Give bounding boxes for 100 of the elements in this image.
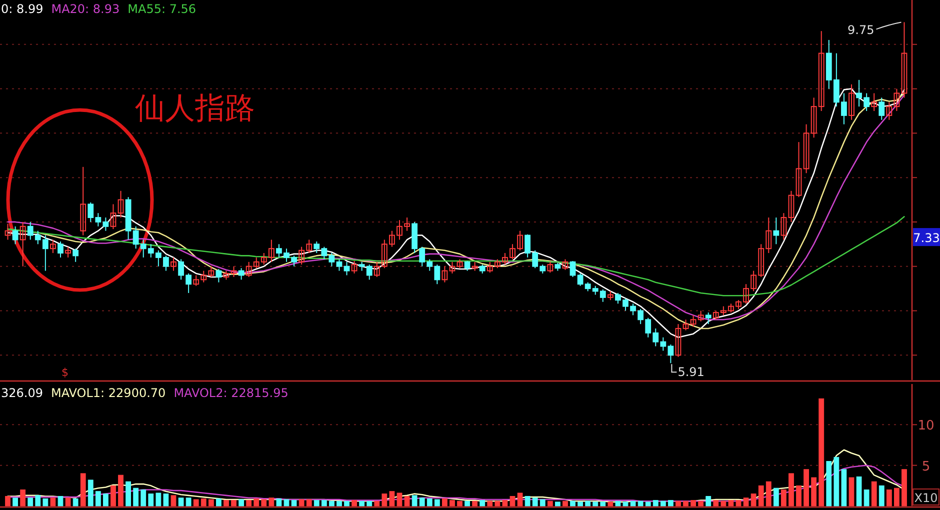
candlestick bbox=[878, 97, 885, 120]
bar bbox=[630, 500, 636, 506]
bar bbox=[886, 489, 892, 506]
candlestick bbox=[796, 142, 802, 198]
text: MA55: 7.56 bbox=[128, 2, 196, 16]
bar bbox=[570, 500, 576, 506]
bar bbox=[676, 500, 681, 506]
bar bbox=[818, 398, 824, 506]
bar bbox=[148, 494, 154, 506]
bar bbox=[359, 500, 365, 506]
bar bbox=[140, 489, 146, 506]
bar bbox=[200, 498, 206, 506]
bar bbox=[178, 498, 184, 506]
bar bbox=[660, 500, 666, 506]
candlestick bbox=[118, 190, 124, 218]
bar bbox=[517, 492, 523, 506]
bar bbox=[374, 500, 380, 506]
bar bbox=[396, 492, 402, 506]
bar bbox=[668, 500, 674, 506]
bar bbox=[246, 500, 252, 506]
bar bbox=[811, 477, 817, 506]
bar bbox=[615, 500, 621, 506]
bar bbox=[720, 500, 726, 506]
bar bbox=[419, 498, 425, 506]
annotation: 9.75 bbox=[848, 23, 874, 38]
bar bbox=[268, 498, 274, 506]
bar bbox=[638, 500, 644, 506]
bar bbox=[35, 495, 41, 506]
bar bbox=[645, 502, 651, 506]
bar bbox=[652, 500, 658, 506]
bar bbox=[743, 498, 749, 506]
bar bbox=[389, 491, 395, 506]
candlestick bbox=[58, 240, 64, 258]
bar bbox=[412, 495, 418, 506]
bar bbox=[622, 502, 628, 506]
candlestick bbox=[12, 226, 18, 245]
bar bbox=[298, 499, 304, 506]
bar bbox=[366, 500, 372, 506]
bar bbox=[291, 500, 297, 506]
candlestick bbox=[562, 258, 568, 270]
annotation: 326.09 bbox=[1, 386, 43, 400]
bar bbox=[321, 500, 327, 506]
candlestick bbox=[72, 248, 79, 262]
candlestick bbox=[871, 92, 878, 112]
bar bbox=[524, 496, 530, 506]
candlestick bbox=[50, 239, 56, 254]
candlestick bbox=[803, 124, 810, 174]
bar bbox=[706, 496, 712, 506]
bar bbox=[261, 499, 267, 506]
bar bbox=[555, 502, 560, 506]
bar bbox=[480, 500, 486, 506]
bar bbox=[902, 469, 907, 506]
y-tick-label: 5 bbox=[922, 459, 930, 474]
candlestick bbox=[668, 344, 674, 364]
bar bbox=[547, 500, 553, 506]
bar bbox=[878, 485, 884, 506]
bar bbox=[5, 496, 10, 506]
candlestick bbox=[675, 324, 682, 358]
bar bbox=[841, 469, 847, 506]
bar bbox=[238, 499, 244, 506]
candlestick bbox=[570, 260, 576, 278]
bar bbox=[856, 476, 862, 506]
candlestick bbox=[102, 217, 109, 232]
annotation: 仙人指路 bbox=[135, 91, 255, 126]
bar bbox=[306, 499, 312, 506]
bar bbox=[95, 491, 101, 506]
candlestick bbox=[20, 221, 26, 267]
bar bbox=[163, 494, 169, 506]
text: X10 bbox=[914, 491, 938, 505]
bar bbox=[502, 500, 508, 506]
candlestick bbox=[65, 246, 71, 258]
bar bbox=[133, 488, 139, 506]
bar bbox=[562, 500, 568, 506]
bar bbox=[118, 474, 124, 506]
bar bbox=[510, 496, 516, 506]
bar bbox=[284, 499, 290, 506]
bar bbox=[434, 499, 440, 506]
bar bbox=[698, 500, 704, 506]
bar bbox=[871, 481, 877, 506]
bar bbox=[494, 500, 500, 506]
candlestick bbox=[442, 266, 448, 283]
candlestick bbox=[698, 310, 704, 322]
bar bbox=[72, 498, 78, 506]
bar bbox=[766, 481, 772, 506]
annotation: $ bbox=[62, 366, 68, 379]
bar bbox=[472, 500, 478, 506]
bar bbox=[254, 498, 260, 506]
bar bbox=[50, 498, 56, 506]
bar bbox=[540, 499, 546, 506]
candlestick bbox=[449, 261, 456, 274]
bar bbox=[208, 499, 214, 506]
candlestick bbox=[901, 22, 908, 98]
bar bbox=[12, 498, 18, 506]
bar bbox=[788, 473, 794, 506]
candlestick bbox=[705, 312, 712, 325]
bar bbox=[758, 485, 764, 506]
candlestick bbox=[886, 102, 892, 120]
candlestick bbox=[577, 272, 584, 286]
bar bbox=[344, 500, 350, 506]
bar bbox=[773, 488, 779, 506]
